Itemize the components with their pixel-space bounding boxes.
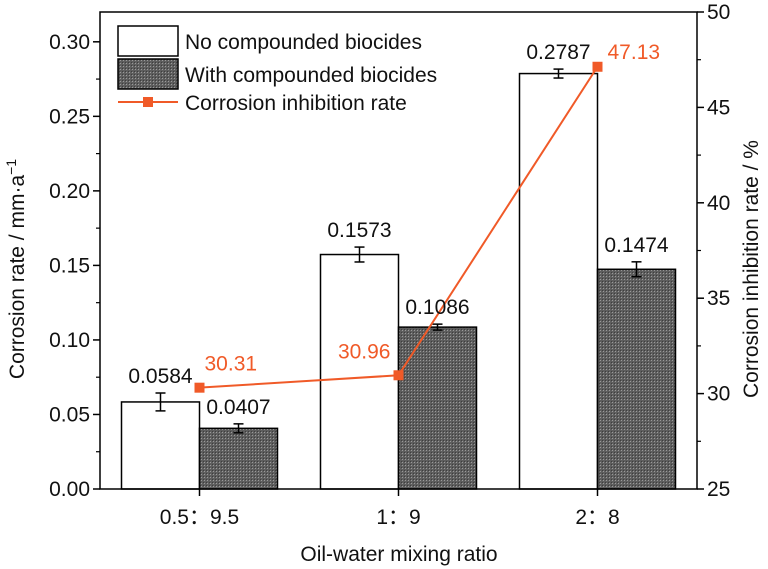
label-with-biocides-2: 0.1086: [405, 296, 469, 319]
inhibition-line-layer: [194, 61, 603, 393]
error-bar-no-biocides-2: [354, 246, 365, 263]
label-with-biocides-1: 0.0407: [206, 396, 270, 419]
legend-swatch-inhibition-marker: [143, 97, 153, 107]
y-tick-label: 0.20: [49, 180, 90, 203]
bar-no-biocides-1: [120, 401, 201, 490]
label-no-biocides-3: 0.2787: [526, 41, 590, 64]
bar-with-biocides-3: [596, 268, 677, 490]
label-no-biocides-1: 0.0584: [128, 365, 193, 388]
bars-layer: [120, 72, 677, 490]
x-axis-title: Oil-water mixing ratio: [300, 543, 497, 566]
y2-axis-title: Corrosion inhibition rate / %: [740, 140, 763, 398]
x-tick-label: 2：8: [575, 506, 619, 529]
legend-label-with-biocides: With compounded biocides: [185, 64, 437, 87]
x-tick-label: 0.5：9.5: [160, 506, 239, 529]
y2-tick-label: 45: [707, 96, 730, 119]
y-axis-title: Corrosion rate / mm·a−1: [3, 159, 29, 379]
error-bar-no-biocides-3: [553, 68, 564, 79]
inhibition-rate-label-2: 30.96: [338, 340, 391, 363]
y2-tick-label: 30: [707, 383, 730, 406]
error-bar-with-biocides-1: [233, 423, 244, 434]
inhibition-rate-marker-3: [592, 61, 603, 72]
error-bar-with-biocides-3: [631, 261, 642, 278]
y-tick-label: 0.05: [49, 403, 90, 426]
bar-with-biocides-1: [198, 427, 279, 490]
bar-no-biocides-2: [319, 253, 400, 490]
inhibition-rate-marker-2: [393, 370, 404, 381]
y2-tick-label: 25: [707, 478, 730, 501]
y-tick-label: 0.30: [49, 31, 90, 54]
data-labels-layer: 0.0584 0.1573 0.2787 0.0407 0.1086 0.1474 30.3…: [128, 41, 669, 419]
error-bar-no-biocides-1: [155, 392, 166, 412]
legend-swatch-no-biocides: [117, 25, 179, 57]
ticks-layer: 0.00 0.05 0.10 0.15 0.20 0.25 0.30 25 30 35 40 45 50…: [49, 1, 730, 529]
inhibition-rate-label-3: 47.13: [608, 41, 661, 64]
inhibition-rate-label-1: 30.31: [205, 353, 258, 376]
y2-tick-label: 35: [707, 287, 730, 310]
legend-swatch-with-biocides: [117, 58, 179, 90]
inhibition-rate-marker-1: [194, 382, 205, 393]
bar-no-biocides-3: [518, 72, 599, 490]
y2-tick-label: 50: [707, 1, 730, 24]
legend: No compounded biocides With compounded bi…: [117, 25, 437, 115]
label-no-biocides-2: 0.1573: [327, 219, 391, 242]
legend-label-no-biocides: No compounded biocides: [185, 31, 422, 54]
legend-label-inhibition: Corrosion inhibition rate: [185, 92, 407, 115]
y-tick-label: 0.00: [49, 478, 90, 501]
y-tick-label: 0.25: [49, 105, 90, 128]
bar-with-biocides-2: [397, 326, 478, 490]
y-axis-title-superscript: −1: [3, 159, 19, 175]
y2-tick-label: 40: [707, 192, 730, 215]
x-tick-label: 1：9: [376, 506, 420, 529]
y-tick-label: 0.10: [49, 329, 90, 352]
y-tick-label: 0.15: [49, 254, 90, 277]
error-bars-layer: [155, 68, 642, 434]
label-with-biocides-3: 0.1474: [604, 234, 669, 257]
error-bar-with-biocides-2: [432, 323, 443, 331]
